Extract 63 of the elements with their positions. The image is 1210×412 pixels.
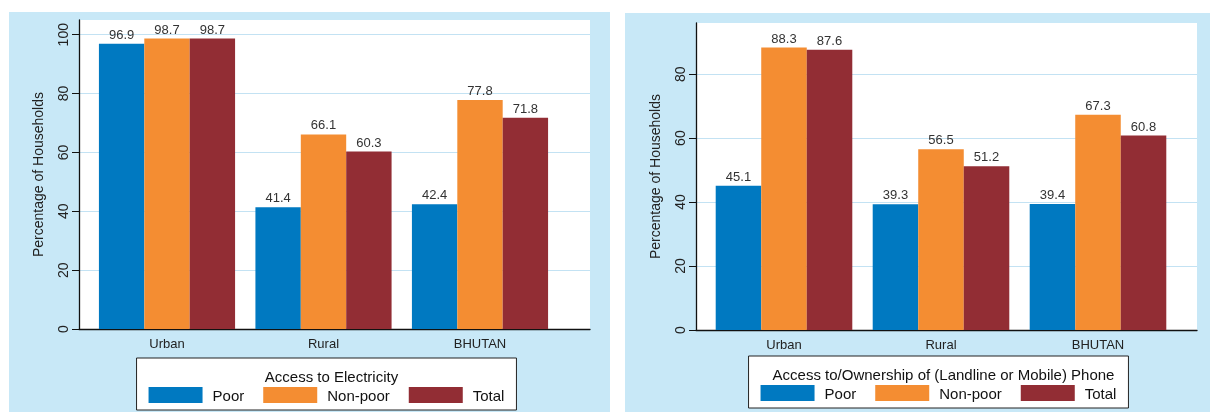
bar xyxy=(1120,135,1167,330)
data-label: 39.4 xyxy=(1039,187,1066,202)
y-tick-label: 40 xyxy=(55,203,71,220)
y-tick-label: 60 xyxy=(55,144,71,161)
data-label: 42.4 xyxy=(421,187,448,203)
data-label: 66.1 xyxy=(310,117,337,133)
data-label: 45.1 xyxy=(725,168,752,184)
data-label: 67.3 xyxy=(1085,97,1111,113)
bar xyxy=(189,38,236,329)
bar xyxy=(715,185,762,330)
x-tick-label: Urban xyxy=(149,336,185,351)
data-label: 39.3 xyxy=(882,187,909,203)
legend-title: Access to Electricity xyxy=(264,368,399,385)
bar xyxy=(918,149,964,330)
data-label: 60.8 xyxy=(1130,118,1157,134)
bar xyxy=(1075,114,1121,330)
data-label: 51.2 xyxy=(973,149,1000,165)
data-label: 41.4 xyxy=(265,190,291,206)
y-tick-label: 80 xyxy=(672,66,688,82)
y-tick-label: 20 xyxy=(55,262,71,278)
legend-label: Poor xyxy=(212,386,245,404)
x-tick-label: Rural xyxy=(925,337,957,352)
x-tick-label: Rural xyxy=(307,336,340,351)
bar xyxy=(144,38,190,329)
x-tick-label: BHUTAN xyxy=(453,336,507,351)
y-tick-label: 0 xyxy=(672,325,688,334)
bar xyxy=(963,166,1010,330)
bar xyxy=(411,204,458,329)
bar xyxy=(761,47,807,330)
bar xyxy=(457,100,503,329)
data-label: 87.6 xyxy=(816,32,843,48)
data-label: 77.8 xyxy=(467,83,493,99)
legend-label: Poor xyxy=(824,384,857,402)
y-axis-title: Percentage of Households xyxy=(647,94,663,259)
legend-label: Non-poor xyxy=(327,386,390,404)
data-label: 98.7 xyxy=(154,21,180,37)
bar xyxy=(98,43,145,329)
bar xyxy=(1029,204,1076,330)
x-tick-label: Urban xyxy=(766,337,802,352)
bar xyxy=(346,151,392,329)
data-label: 71.8 xyxy=(512,100,539,116)
bar xyxy=(502,117,549,329)
data-label: 98.7 xyxy=(199,21,226,37)
y-tick-label: 40 xyxy=(672,194,688,210)
bar xyxy=(806,49,853,330)
y-tick-label: 80 xyxy=(55,85,71,102)
y-tick-label: 60 xyxy=(672,130,688,146)
y-tick-label: 100 xyxy=(55,22,71,47)
legend-title: Access to/Ownership of (Landline or Mobile) Phone xyxy=(772,366,1115,383)
y-tick-label: 0 xyxy=(55,324,71,333)
legend-label: Total xyxy=(1084,384,1117,402)
y-axis-title: Percentage of Households xyxy=(30,92,46,257)
bar xyxy=(255,207,301,329)
data-label: 60.3 xyxy=(356,134,382,150)
y-tick-label: 20 xyxy=(672,258,688,274)
bar xyxy=(872,204,919,330)
bar xyxy=(300,134,347,329)
x-tick-label: BHUTAN xyxy=(1071,337,1125,352)
data-label: 96.9 xyxy=(108,26,135,42)
data-label: 88.3 xyxy=(771,30,797,46)
data-label: 56.5 xyxy=(928,132,954,148)
legend-label: Total xyxy=(472,386,505,404)
legend-label: Non-poor xyxy=(939,384,1002,402)
